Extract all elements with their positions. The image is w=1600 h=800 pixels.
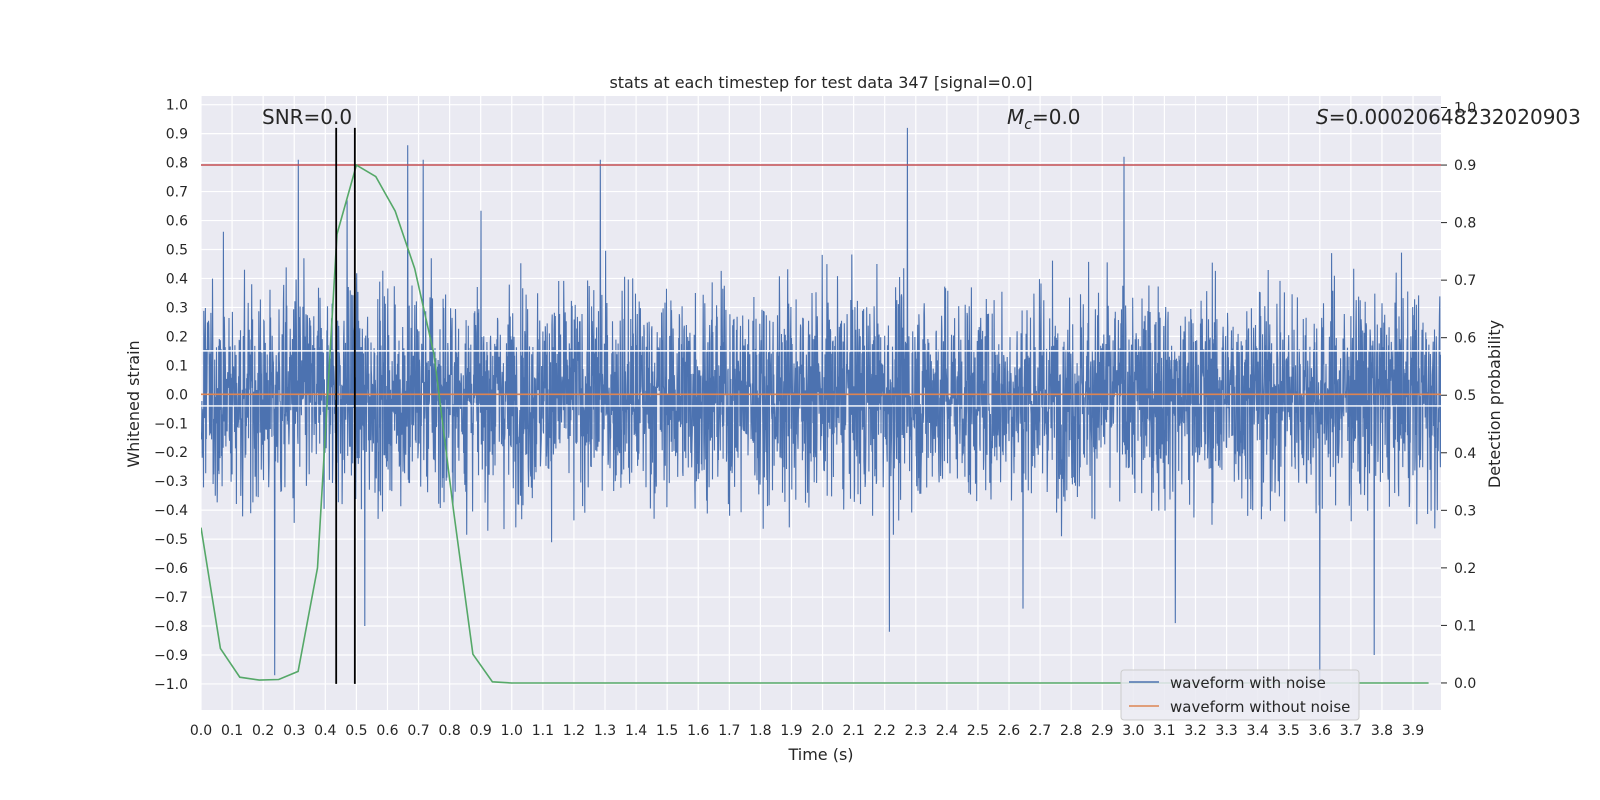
x-tick-label: 3.6 <box>1309 723 1331 739</box>
y2-tick-label: 0.0 <box>1454 676 1476 692</box>
x-tick-label: 1.2 <box>563 723 585 739</box>
y-tick-label: −0.5 <box>154 532 188 548</box>
y-tick-label: −0.2 <box>154 445 188 461</box>
y-tick-label: 0.9 <box>166 127 188 143</box>
y-tick-label: 0.1 <box>166 358 188 374</box>
x-tick-label: 2.9 <box>1091 723 1113 739</box>
y-tick-label: 1.0 <box>166 98 188 114</box>
y2-axis-label: Detection probability <box>1485 320 1504 488</box>
y-axis-ticks: 1.0 0.9 0.8 0.7 0.6 0.5 0.4 0.3 0.2 0.1 0.0 −0.1 −0.… <box>154 98 188 693</box>
x-tick-label: 3.3 <box>1215 723 1237 739</box>
x-tick-label: 2.8 <box>1060 723 1082 739</box>
x-tick-label: 2.7 <box>1029 723 1051 739</box>
y-tick-label: 0.0 <box>166 387 188 403</box>
y-tick-label: −0.6 <box>154 561 188 577</box>
y-tick-label: −0.8 <box>154 619 188 635</box>
x-tick-label: 1.0 <box>501 723 523 739</box>
x-tick-label: 0.7 <box>407 723 429 739</box>
x-tick-label: 0.3 <box>283 723 305 739</box>
s-symbol: S <box>1316 105 1329 129</box>
x-tick-label: 3.4 <box>1247 723 1269 739</box>
mc-symbol: M <box>1007 105 1024 129</box>
y-tick-label: 0.4 <box>166 271 188 287</box>
y2-tick-label: 0.1 <box>1454 618 1476 634</box>
x-tick-label: 0.5 <box>345 723 367 739</box>
x-tick-label: 0.0 <box>190 723 212 739</box>
x-tick-label: 1.3 <box>594 723 616 739</box>
x-tick-label: 1.6 <box>687 723 709 739</box>
y2-tick-label: 0.9 <box>1454 158 1476 174</box>
y-tick-label: 0.8 <box>166 156 188 172</box>
legend: waveform with noise waveform without noi… <box>1120 669 1360 721</box>
x-axis-label: Time (s) <box>787 745 853 764</box>
mc-value: =0.0 <box>1032 105 1081 129</box>
mc-subscript: c <box>1024 117 1032 133</box>
x-tick-label: 2.2 <box>874 723 896 739</box>
x-tick-label: 3.5 <box>1278 723 1300 739</box>
x-tick-label: 0.4 <box>314 723 336 739</box>
x-tick-label: 0.1 <box>221 723 243 739</box>
s-value: =0.00020648232020903 <box>1329 105 1581 129</box>
y2-tick-label: 0.5 <box>1454 388 1476 404</box>
legend-label-clean: waveform without noise <box>1170 698 1350 716</box>
x-tick-label: 3.8 <box>1371 723 1393 739</box>
y2-tick-label: 0.6 <box>1454 331 1476 347</box>
mc-annotation: Mc=0.0 <box>1007 105 1081 133</box>
x-tick-label: 2.5 <box>967 723 989 739</box>
x-tick-label: 2.0 <box>811 723 833 739</box>
x-tick-label: 2.1 <box>842 723 864 739</box>
x-axis-ticks: 0.0 0.1 0.2 0.3 0.4 0.5 0.6 0.7 0.8 0.9 1.0 1.1 1.2 1… <box>190 723 1424 739</box>
x-tick-label: 3.7 <box>1340 723 1362 739</box>
y2-tick-label: 1.0 <box>1454 101 1476 117</box>
y2-axis-ticks: 1.0 0.9 0.8 0.7 0.6 0.5 0.4 0.3 0.2 0.1 0.0 <box>1441 101 1476 692</box>
x-tick-label: 2.3 <box>905 723 927 739</box>
x-tick-label: 1.7 <box>718 723 740 739</box>
y-tick-label: −0.1 <box>154 416 188 432</box>
x-tick-label: 1.1 <box>532 723 554 739</box>
y-tick-label: 0.6 <box>166 214 188 230</box>
x-tick-label: 3.2 <box>1184 723 1206 739</box>
legend-label-noise: waveform with noise <box>1170 674 1326 692</box>
y-tick-label: −0.9 <box>154 648 188 664</box>
x-tick-label: 0.9 <box>470 723 492 739</box>
marker-lines <box>335 127 356 684</box>
white-bands <box>201 350 1441 407</box>
x-tick-label: 3.1 <box>1153 723 1175 739</box>
y-tick-label: −0.3 <box>154 474 188 490</box>
x-tick-label: 0.8 <box>438 723 460 739</box>
x-tick-label: 2.6 <box>998 723 1020 739</box>
series-waveform-with-noise <box>201 127 1441 684</box>
chart-title: stats at each timestep for test data 347… <box>609 73 1032 92</box>
y-tick-label: −0.4 <box>154 503 188 519</box>
x-tick-label: 3.9 <box>1402 723 1424 739</box>
y-tick-label: 0.5 <box>166 243 188 259</box>
x-tick-label: 3.0 <box>1122 723 1144 739</box>
y2-tick-label: 0.2 <box>1454 561 1476 577</box>
y2-tick-label: 0.4 <box>1454 446 1476 462</box>
x-tick-label: 1.5 <box>656 723 678 739</box>
y-axis-label: Whitened strain <box>124 340 143 467</box>
x-tick-label: 1.4 <box>625 723 647 739</box>
snr-annotation: SNR=0.0 <box>262 105 352 129</box>
y-tick-label: −0.7 <box>154 590 188 606</box>
y-tick-label: −1.0 <box>154 677 188 693</box>
x-tick-label: 1.9 <box>780 723 802 739</box>
y-tick-label: 0.2 <box>166 329 188 345</box>
series-detection-probability <box>201 163 1429 684</box>
s-annotation: S=0.00020648232020903 <box>1316 105 1581 129</box>
x-tick-label: 0.6 <box>376 723 398 739</box>
legend-box <box>1120 669 1360 721</box>
x-tick-label: 2.4 <box>936 723 958 739</box>
y2-tick-label: 0.8 <box>1454 216 1476 232</box>
y2-tick-label: 0.7 <box>1454 273 1476 289</box>
y-tick-label: 0.7 <box>166 185 188 201</box>
x-tick-label: 1.8 <box>749 723 771 739</box>
y-tick-label: 0.3 <box>166 300 188 316</box>
y2-tick-label: 0.3 <box>1454 503 1476 519</box>
x-tick-label: 0.2 <box>252 723 274 739</box>
